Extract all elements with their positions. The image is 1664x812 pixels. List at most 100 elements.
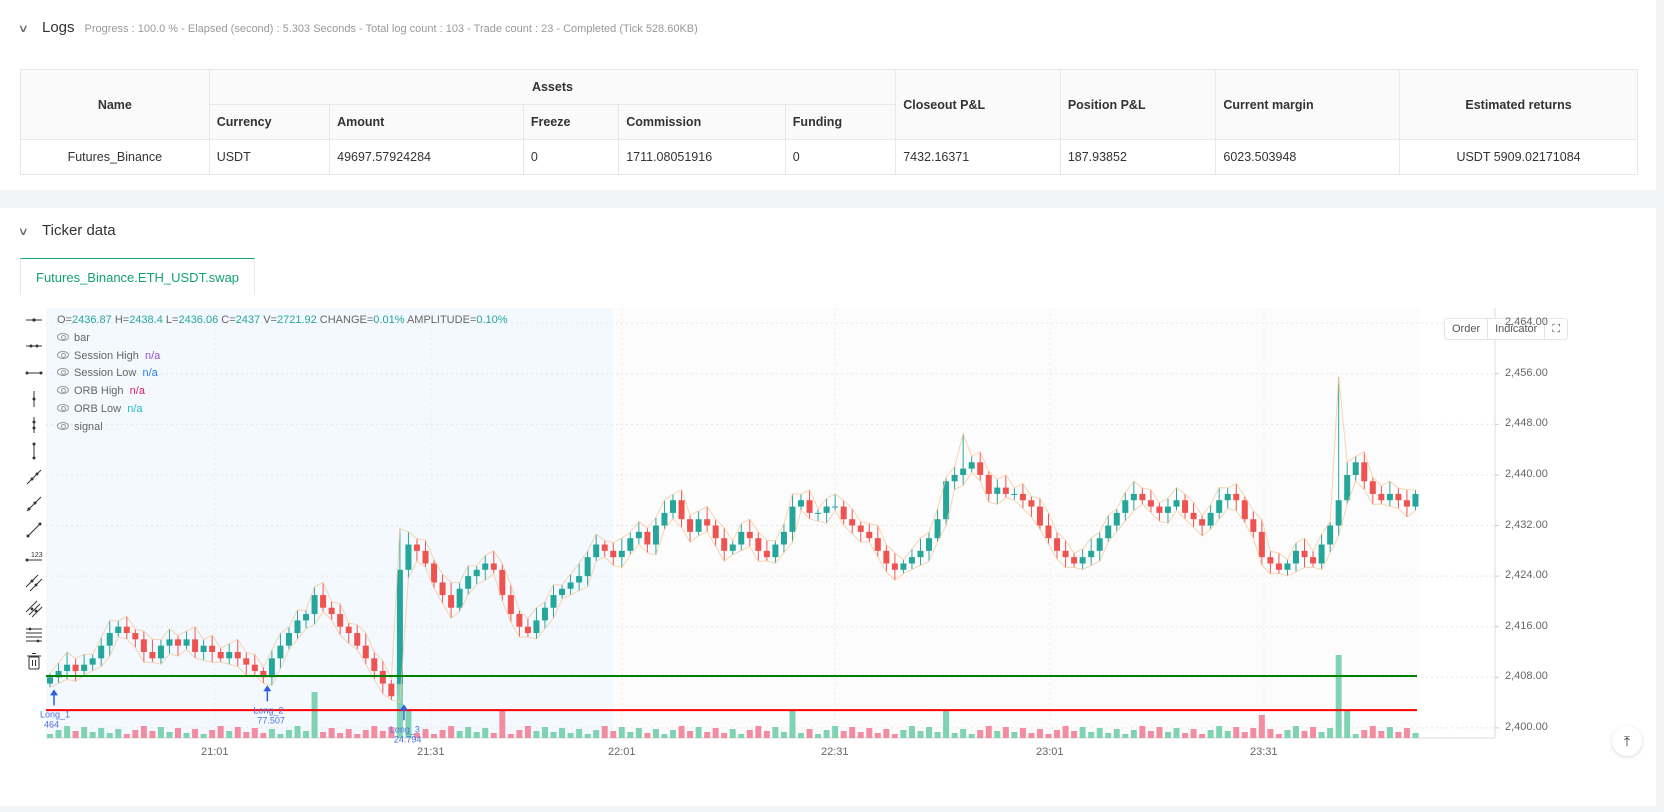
time-tick-label: 23:01 [1036, 746, 1064, 758]
horizontal-line-icon[interactable] [24, 336, 44, 356]
horizontal-segment-icon[interactable] [24, 363, 44, 383]
time-tick-label: 21:01 [201, 746, 229, 758]
svg-text:Long_3: Long_3 [390, 724, 420, 734]
legend-label: Session High [74, 349, 139, 362]
time-tick-label: 22:31 [821, 746, 849, 758]
svg-text:77.507: 77.507 [257, 715, 285, 725]
col-name: Name [20, 69, 210, 140]
trend-line-icon[interactable] [24, 467, 44, 487]
price-tick-label: 2,448.00 [1505, 417, 1548, 430]
scroll-to-top-button[interactable]: ⤒ [1612, 726, 1642, 756]
low-label: L= [165, 314, 179, 326]
eye-icon[interactable] [57, 386, 69, 395]
open-label: O= [57, 314, 72, 326]
chevron-down-icon[interactable]: ∨ [17, 226, 29, 238]
time-tick-label: 21:31 [417, 746, 445, 758]
eye-icon[interactable] [57, 403, 69, 412]
legend-value: n/a [144, 349, 161, 362]
change-value: 0.01% [373, 314, 405, 326]
price-tick-label: 2,408.00 [1505, 670, 1548, 683]
svg-text:123: 123 [31, 552, 43, 559]
price-tick-label: 2,416.00 [1505, 619, 1548, 632]
amplitude-value: 0.10% [476, 314, 508, 326]
parallel-channel-icon[interactable] [24, 573, 44, 593]
fibonacci-retracement-icon[interactable] [24, 625, 44, 645]
volume-label: V= [263, 314, 277, 326]
ticker-panel: ∨ Ticker data Futures_Binance.ETH_USDT.s… [0, 208, 1656, 806]
col-group-assets: Assets [208, 69, 897, 105]
col-position-pnl: Position P&L [1059, 69, 1217, 140]
cell-currency: USDT [208, 139, 331, 175]
svg-text:Long_2: Long_2 [253, 705, 283, 715]
horizontal-ray-icon[interactable] [24, 310, 44, 330]
col-amount: Amount [329, 104, 524, 140]
svg-text:464: 464 [44, 719, 59, 729]
tab-eth-usdt-swap[interactable]: Futures_Binance.ETH_USDT.swap [20, 258, 256, 295]
fibonacci-lines-icon[interactable] [24, 599, 44, 619]
price-tick-label: 2,456.00 [1505, 366, 1548, 379]
legend-item-bar[interactable]: bar [57, 330, 508, 348]
candlestick-chart[interactable]: Long_1 464 Long_2 77.507 Long_3 24.794 123 O=… [20, 308, 1636, 788]
arrow-up-to-line-icon: ⤒ [1623, 733, 1631, 749]
fullscreen-icon[interactable]: ⛶ [1552, 323, 1561, 335]
time-tick-label: 22:01 [608, 746, 636, 758]
legend-label: bar [74, 331, 90, 344]
eye-icon[interactable] [57, 350, 69, 359]
vertical-ray-icon[interactable] [24, 389, 44, 409]
price-tick-label: 2,424.00 [1505, 569, 1548, 582]
legend-item-orb-high[interactable]: ORB High n/a [57, 383, 508, 401]
legend-label: ORB Low [74, 402, 122, 415]
logs-header[interactable]: ∨ Logs Progress : 100.0 % - Elapsed (sec… [17, 19, 698, 36]
order-button[interactable]: Order [1445, 319, 1489, 339]
high-value: 2438.4 [129, 314, 163, 326]
indicator-button[interactable]: Indicator [1488, 319, 1546, 339]
cell-funding: 0 [784, 139, 897, 175]
eye-icon[interactable] [57, 332, 69, 341]
eye-icon[interactable] [57, 368, 69, 377]
logs-panel: ∨ Logs Progress : 100.0 % - Elapsed (sec… [0, 0, 1656, 190]
chevron-down-icon[interactable]: ∨ [17, 23, 29, 35]
col-funding: Funding [784, 104, 897, 140]
legend-label: Session Low [74, 367, 137, 380]
segment-line-icon[interactable] [24, 520, 44, 540]
cell-position-pnl: 187.93852 [1059, 139, 1217, 175]
assets-table: Name Assets Closeout P&L Position P&L Cu… [20, 69, 1638, 175]
open-value: 2436.87 [71, 314, 112, 326]
price-tick-label: 2,400.00 [1505, 720, 1548, 733]
vertical-line-icon[interactable] [24, 415, 44, 435]
legend-value: n/a [129, 385, 145, 398]
price-tick-label: 2,432.00 [1505, 518, 1548, 531]
ohlc-readout: O=2436.87 H=2438.4 L=2436.06 C=2437 V=27… [57, 312, 508, 330]
price-line-icon[interactable]: 123 [24, 546, 44, 566]
price-tick-label: 2,440.00 [1505, 467, 1548, 480]
volume-value: 2721.92 [276, 314, 317, 326]
legend-item-session-high[interactable]: Session High n/a [57, 348, 508, 366]
cell-name: Futures_Binance [20, 139, 210, 175]
col-estimated-returns: Estimated returns [1399, 69, 1638, 140]
cell-closeout-pnl: 7432.16371 [895, 139, 1061, 175]
cell-estimated-returns: USDT 5909.02171084 [1399, 139, 1638, 175]
legend-item-session-low[interactable]: Session Low n/a [57, 365, 508, 383]
logs-status: Progress : 100.0 % - Elapsed (second) : … [84, 23, 698, 35]
cell-current-margin: 6023.503948 [1215, 139, 1401, 175]
cell-amount: 49697.57924284 [329, 139, 524, 175]
svg-text:24.794: 24.794 [394, 734, 422, 744]
legend-value: n/a [142, 367, 158, 380]
cell-commission: 1711.08051916 [618, 139, 786, 175]
col-closeout-pnl: Closeout P&L [895, 69, 1061, 140]
trash-icon[interactable] [24, 651, 44, 671]
ticker-header[interactable]: ∨ Ticker data [17, 222, 116, 239]
col-commission: Commission [618, 104, 786, 140]
ray-line-icon[interactable] [24, 494, 44, 514]
eye-icon[interactable] [57, 421, 69, 430]
legend-item-orb-low[interactable]: ORB Low n/a [57, 401, 508, 419]
legend-item-signal[interactable]: signal [57, 419, 508, 437]
close-label: C= [221, 314, 236, 326]
drawing-toolbar: 123 [20, 308, 48, 688]
logs-title: Logs [42, 19, 75, 36]
legend-label: signal [74, 420, 103, 433]
amplitude-label: AMPLITUDE= [406, 314, 477, 326]
legend-label: ORB High [74, 385, 124, 398]
vertical-segment-icon[interactable] [24, 441, 44, 461]
